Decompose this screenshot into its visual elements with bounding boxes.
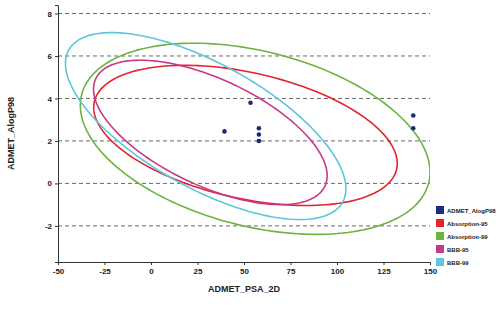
tick: -25: [99, 262, 111, 276]
tick: 2: [48, 137, 58, 146]
tick-mark: [105, 262, 106, 265]
legend-entry: BBB-95: [436, 245, 469, 253]
ellipse: [94, 60, 328, 204]
point: [222, 129, 227, 134]
legend-label: BBB-99: [447, 260, 469, 266]
legend-label: Absorption-99: [447, 234, 488, 240]
tick-mark: [291, 262, 292, 265]
tick: 0: [48, 179, 58, 188]
tick-label: 75: [287, 267, 296, 276]
tick: 6: [48, 52, 58, 61]
x-axis: -50 -25 0 25 50 75 100 125 150: [53, 262, 438, 276]
tick: 8: [48, 10, 58, 19]
y-axis: -2 0 2 4 6 8: [45, 6, 59, 263]
tick-label: 25: [194, 267, 203, 276]
chart: -50 -25 0 25 50 75 100 125 150 -2 0 2 4 6 8 ADMET_PSA_2…: [0, 0, 500, 314]
legend-label: ADMET_AlogP98: [447, 208, 496, 214]
tick: 75: [287, 262, 296, 276]
grid-line: [58, 55, 430, 56]
tick-mark: [198, 262, 199, 265]
tick: -50: [53, 262, 65, 276]
ellipse: [65, 33, 345, 220]
tick-label: 100: [331, 267, 345, 276]
tick-label: 0: [48, 179, 53, 188]
tick-mark: [55, 56, 58, 57]
legend-entry: BBB-99: [436, 258, 469, 266]
tick-label: -25: [99, 267, 111, 276]
axis-line: [59, 263, 431, 266]
grid: [58, 13, 430, 225]
legend-entry: ADMET_AlogP98: [436, 206, 496, 214]
tick: 25: [194, 262, 203, 276]
tick-mark: [55, 13, 58, 14]
tick-mark: [384, 262, 385, 265]
tick-mark: [55, 226, 58, 227]
tick-mark: [55, 141, 58, 142]
tick-label: 0: [149, 267, 154, 276]
point: [257, 132, 262, 137]
tick-mark: [244, 262, 245, 265]
x-axis-title: ADMET_PSA_2D: [208, 284, 281, 294]
tick-label: 8: [48, 10, 53, 19]
tick-label: 150: [424, 267, 438, 276]
tick: 50: [240, 262, 249, 276]
legend-swatch: [436, 258, 444, 266]
tick-label: 6: [48, 52, 53, 61]
tick-mark: [337, 262, 338, 265]
y-axis-title: ADMET_AlogP98: [6, 97, 16, 170]
legend-entry: Absorption-99: [436, 232, 488, 240]
grid-line: [58, 13, 430, 14]
legend-swatch: [436, 232, 444, 240]
tick-mark: [55, 183, 58, 184]
point: [257, 139, 262, 144]
point: [257, 126, 262, 131]
legend-swatch: [436, 219, 444, 227]
legend-entry: Absorption-95: [436, 219, 488, 227]
tick-label: 2: [48, 137, 53, 146]
grid-line: [58, 183, 430, 184]
tick-mark: [430, 262, 431, 265]
tick: 100: [331, 262, 345, 276]
legend-label: BBB-95: [447, 247, 469, 253]
ellipse: [80, 43, 430, 234]
tick: 125: [377, 262, 391, 276]
tick-label: -2: [45, 222, 53, 231]
point: [411, 113, 416, 118]
tick: 150: [424, 262, 438, 276]
tick: 0: [149, 262, 154, 276]
tick-label: 4: [48, 95, 53, 104]
legend-label: Absorption-95: [447, 221, 488, 227]
tick-label: 50: [240, 267, 249, 276]
tick: 4: [48, 95, 58, 104]
tick-label: 125: [377, 267, 391, 276]
tick-label: -50: [53, 267, 65, 276]
tick-mark: [151, 262, 152, 265]
grid-line: [58, 140, 430, 141]
plot-area: [65, 33, 430, 235]
legend-swatch: [436, 245, 444, 253]
point: [411, 126, 416, 131]
legend-swatch: [436, 206, 444, 214]
tick: -2: [45, 222, 58, 231]
point: [248, 100, 253, 105]
legend: ADMET_AlogP98 Absorption-95 Absorption-99 B…: [436, 206, 496, 266]
grid-line: [58, 98, 430, 99]
tick-mark: [55, 98, 58, 99]
axis-line: [55, 6, 59, 263]
